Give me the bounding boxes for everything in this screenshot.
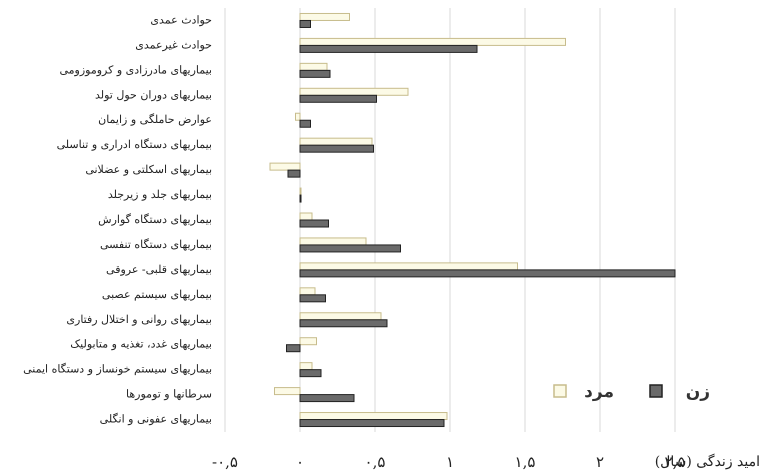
bar xyxy=(299,212,313,221)
y-tick-label: بیماریهای سیستم خونساز و دستگاه ایمنی xyxy=(23,363,212,376)
x-tick-label: ۲ xyxy=(596,453,604,471)
bar xyxy=(286,344,301,353)
y-tick-label: بیماریهای دستگاه گوارش xyxy=(98,213,212,226)
bar xyxy=(299,12,350,21)
bar xyxy=(299,412,448,421)
bar xyxy=(299,369,322,378)
y-tick-label: بیماریهای دستگاه تنفسی xyxy=(100,238,212,251)
legend-swatch xyxy=(649,384,663,398)
bar xyxy=(299,237,367,246)
bar xyxy=(299,269,676,278)
bar xyxy=(299,194,302,203)
bar xyxy=(274,387,301,396)
bar xyxy=(299,219,329,228)
y-tick-label: عوارض حاملگی و زایمان xyxy=(98,113,212,126)
y-tick-label: بیماریهای دوران حول تولد xyxy=(95,88,212,101)
x-tick-label: ۰,۵ xyxy=(365,453,386,471)
bar xyxy=(299,337,317,346)
bar xyxy=(299,44,478,53)
y-tick-label: سرطانها و تومورها xyxy=(126,388,212,401)
bar xyxy=(299,294,326,303)
bar xyxy=(299,137,373,146)
bar xyxy=(299,312,382,321)
y-tick-label: بیماریهای سیستم عصبی xyxy=(102,288,212,301)
bar xyxy=(299,62,328,71)
x-tick-label: ۱,۵ xyxy=(515,453,536,471)
bar xyxy=(299,394,355,403)
x-axis-title: امید زندگی (سال) xyxy=(655,453,760,470)
bar xyxy=(299,69,331,78)
bar xyxy=(287,169,301,178)
y-tick-label: بیماریهای دستگاه ادراری و تناسلی xyxy=(57,138,212,151)
bar xyxy=(269,162,301,171)
bar xyxy=(299,119,311,128)
plot: -۰,۵ ۰ ۰,۵ ۱ ۱,۵ ۲ ۲,۵ حوادث عمدی حوادث غیرعمدی ب… xyxy=(23,8,685,471)
y-tick-label: بیماریهای عفونی و انگلی xyxy=(100,413,212,426)
bar xyxy=(299,319,388,328)
bar xyxy=(299,87,409,96)
y-tick-label: بیماریهای روانی و اختلال رفتاری xyxy=(66,313,212,326)
legend-label: مرد xyxy=(584,382,614,402)
x-tick-label: -۰,۵ xyxy=(212,453,238,471)
bar xyxy=(299,37,566,46)
bar xyxy=(299,19,311,28)
x-tick-label: ۲,۵ xyxy=(665,453,686,471)
y-tick-label: بیماریهای جلد و زیرجلد xyxy=(108,188,212,201)
bar xyxy=(299,362,313,371)
y-tick-label: حوادث غیرعمدی xyxy=(135,38,212,51)
y-tick-label: بیماریهای غدد، تغذیه و متابولیک xyxy=(70,338,212,351)
bar xyxy=(299,94,377,103)
bar xyxy=(299,287,316,296)
y-tick-label: بیماریهای اسکلتی و عضلانی xyxy=(85,163,212,176)
x-tick-label: ۱ xyxy=(446,453,454,471)
y-tick-label: بیماریهای قلبی- عروقی xyxy=(106,263,212,276)
legend-swatch xyxy=(553,384,567,398)
bar xyxy=(299,244,401,253)
y-tick-label: بیماریهای مادرزادی و کروموزومی xyxy=(59,63,212,76)
y-tick-label: حوادث عمدی xyxy=(150,13,212,26)
legend: زن مرد xyxy=(553,382,710,402)
bar xyxy=(299,262,518,271)
bar xyxy=(295,112,301,121)
bar xyxy=(299,419,445,428)
legend-label: زن xyxy=(686,382,710,402)
bar xyxy=(299,187,302,196)
bar xyxy=(299,144,374,153)
x-tick-label: ۰ xyxy=(296,453,304,471)
